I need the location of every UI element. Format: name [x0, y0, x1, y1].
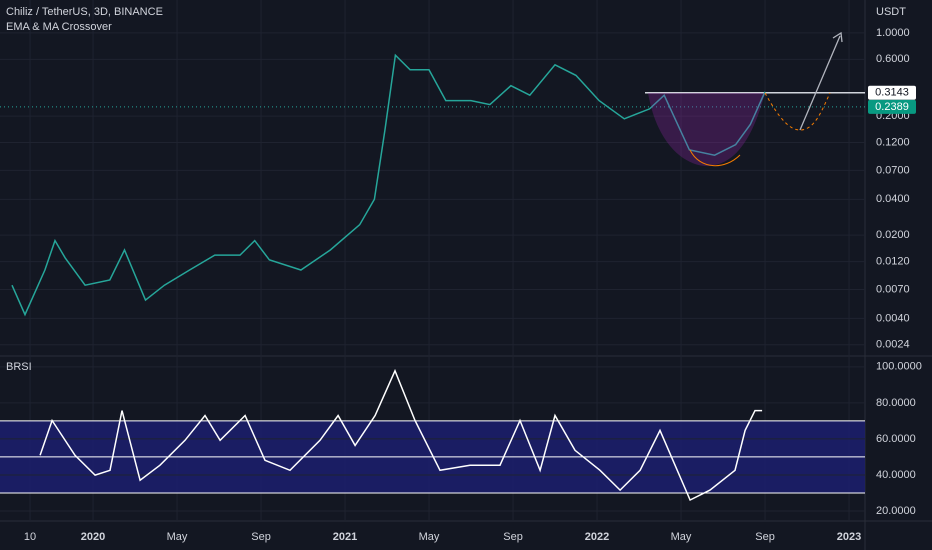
- x-tick-label: 2022: [585, 531, 609, 543]
- y-tick-label: 0.0200: [876, 229, 910, 241]
- x-tick-label: Sep: [755, 531, 775, 543]
- y-tick-label: 100.0000: [876, 361, 922, 373]
- plots: 1.00000.60000.20000.12000.07000.04000.02…: [0, 27, 922, 543]
- price-label: 0.3143: [875, 87, 909, 99]
- x-tick-label: May: [671, 531, 692, 543]
- series-line: [39, 368, 763, 502]
- y-tick-label: 40.0000: [876, 469, 916, 481]
- y-tick-label: 0.0040: [876, 312, 910, 324]
- series-line: [11, 53, 766, 317]
- y-tick-label: 0.0700: [876, 164, 910, 176]
- y-tick-label: 60.0000: [876, 433, 916, 445]
- y-tick-label: 80.0000: [876, 397, 916, 409]
- x-tick-label: Sep: [503, 531, 523, 543]
- y-tick-label: 0.6000: [876, 53, 910, 65]
- x-tick-label: May: [419, 531, 440, 543]
- cup-shading: [648, 93, 765, 167]
- y-tick-label: 0.0070: [876, 283, 910, 295]
- x-tick-label: 2020: [81, 531, 105, 543]
- symbol-title: Chiliz / TetherUS, 3D, BINANCE: [6, 6, 163, 18]
- x-tick-label: Sep: [251, 531, 271, 543]
- indicator-name: EMA & MA Crossover: [6, 21, 112, 33]
- axis-unit: USDT: [876, 6, 906, 18]
- x-tick-label: 10: [24, 531, 36, 543]
- price-badge: [868, 85, 916, 100]
- arrow-head: [832, 31, 843, 43]
- cup-projection: [764, 92, 831, 131]
- target-arrow: [799, 35, 841, 131]
- cup-curve: [689, 149, 741, 167]
- y-tick-label: 20.0000: [876, 505, 916, 517]
- y-tick-label: 0.0024: [876, 339, 910, 351]
- y-tick-label: 0.0120: [876, 255, 910, 267]
- y-tick-label: 1.0000: [876, 27, 910, 39]
- indicator-title: BRSI: [6, 361, 32, 373]
- y-tick-label: 0.1200: [876, 136, 910, 148]
- x-tick-label: 2023: [837, 531, 861, 543]
- price-label: 0.2389: [875, 101, 909, 113]
- x-tick-label: 2021: [333, 531, 357, 543]
- price-badge: [868, 99, 916, 114]
- y-tick-label: 0.0400: [876, 193, 910, 205]
- x-tick-label: May: [167, 531, 188, 543]
